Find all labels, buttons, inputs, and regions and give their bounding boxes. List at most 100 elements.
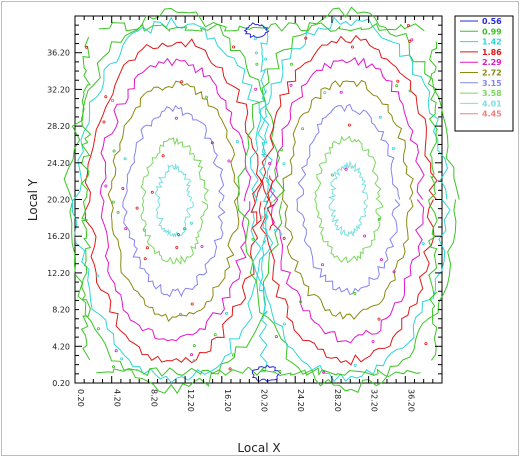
contour-speck — [111, 200, 115, 204]
contour-speck — [282, 236, 286, 240]
legend-label: 2.29 — [482, 58, 502, 67]
contour-speck — [273, 228, 277, 232]
contour-speck — [254, 87, 258, 91]
contour-speck — [224, 311, 228, 315]
contour-speck — [377, 317, 381, 321]
contour-speck — [408, 89, 412, 93]
contour-speck — [279, 148, 283, 152]
contour-speck — [301, 127, 305, 131]
contour-speck — [260, 215, 264, 219]
legend-label: 4.01 — [482, 99, 502, 108]
legend-label: 1.42 — [482, 38, 502, 47]
y-axis-title: Local Y — [26, 178, 40, 221]
contour-speck — [121, 186, 125, 190]
contour-line — [154, 163, 195, 239]
contour-speck — [330, 173, 334, 177]
contour-line — [84, 38, 264, 364]
contour-speck — [268, 161, 272, 165]
contour-speck — [289, 62, 293, 66]
contour-speck — [150, 190, 154, 194]
legend-label: 0.56 — [482, 17, 502, 26]
contour-speck — [111, 99, 115, 103]
contour-speck — [406, 23, 410, 27]
contour-speck — [190, 302, 194, 306]
contour-speck — [210, 141, 214, 145]
contour-speck — [189, 221, 193, 225]
x-tick-label: 28.20 — [333, 389, 342, 412]
contour-line — [260, 34, 438, 366]
contour-speck — [102, 120, 106, 124]
legend-label: 2.72 — [482, 69, 502, 78]
x-tick-labels: 0.20 4.20 8.20 12.20 16.20 20.20 24.20 28.20 32.… — [76, 389, 415, 412]
contour-speck — [391, 146, 395, 150]
contour-speck — [104, 95, 108, 99]
contour-speck — [120, 357, 124, 361]
x-tick-label: 32.20 — [370, 389, 379, 412]
contour-speck — [353, 363, 357, 367]
contour-speck — [96, 274, 100, 278]
contour-speck — [176, 232, 180, 236]
contour-line — [328, 160, 369, 238]
x-tick-label: 0.20 — [76, 389, 85, 407]
contour-line — [266, 175, 275, 231]
contour-speck — [135, 206, 139, 210]
contour-speck — [377, 217, 381, 221]
contour-speck — [344, 167, 348, 171]
y-tick-label: 12.20 — [47, 269, 70, 278]
contour-speck — [189, 353, 193, 357]
contour-speck — [282, 322, 286, 326]
contour-speck — [251, 237, 255, 241]
contour-speck — [353, 291, 357, 295]
legend-label: 3.58 — [482, 89, 502, 98]
contour-line — [314, 135, 384, 264]
contour-speck — [182, 227, 186, 231]
y-tick-label: 8.20 — [52, 306, 70, 315]
contour-speck — [347, 123, 351, 127]
contour-speck — [371, 339, 375, 343]
contour-speck — [396, 79, 400, 83]
contour-speck — [278, 369, 282, 373]
contour-line — [258, 23, 270, 373]
y-tick-label: 32.20 — [47, 85, 70, 94]
contour-speck — [363, 234, 367, 238]
contour-line — [427, 41, 439, 361]
contour-speck — [253, 37, 257, 41]
contour-speck — [282, 162, 286, 166]
contour-speck — [232, 45, 236, 49]
axis-ticks — [74, 15, 443, 384]
contour-line — [107, 80, 240, 323]
legend-label: 3.15 — [482, 79, 502, 88]
legend-label: 4.45 — [482, 110, 502, 119]
contour-speck — [392, 270, 396, 274]
contour-line — [251, 364, 281, 383]
contour-lines — [63, 6, 460, 395]
contour-speck — [175, 245, 179, 249]
contour-speck — [104, 184, 108, 188]
contour-speck — [299, 300, 303, 304]
contour-line — [140, 136, 210, 265]
contour-speck — [143, 257, 147, 261]
contour-line — [250, 177, 263, 224]
contour-line — [243, 22, 270, 39]
legend: 0.560.99 1.421.862.29 2.723.153.584.01 4.45 — [454, 15, 514, 132]
contour-line — [71, 16, 276, 384]
x-tick-label: 20.20 — [260, 389, 269, 412]
contour-speck — [124, 227, 128, 231]
contour-line — [249, 16, 451, 383]
contour-speck — [123, 157, 127, 161]
x-tick-label: 12.20 — [186, 389, 195, 412]
contour-speck — [179, 312, 183, 316]
contour-speck — [410, 38, 414, 42]
y-tick-label: 20.20 — [47, 196, 70, 205]
contour-speck — [254, 51, 258, 55]
contour-speck — [213, 333, 217, 337]
y-tick-label: 4.20 — [52, 342, 70, 351]
contour-line — [99, 57, 252, 342]
y-tick-labels: 0.20 4.20 8.20 12.20 16.20 20.20 24.20 28.20 32.… — [47, 49, 70, 388]
contour-speck — [227, 159, 231, 163]
legend-box — [454, 15, 514, 132]
y-tick-label: 24.20 — [47, 159, 70, 168]
